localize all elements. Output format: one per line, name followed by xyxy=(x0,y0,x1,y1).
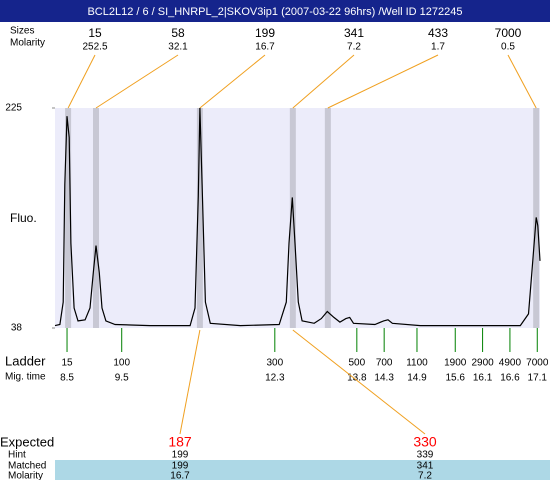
y-axis-label: Fluo. xyxy=(10,211,37,225)
expected-label: Expected xyxy=(0,434,54,449)
peak-band xyxy=(289,108,296,328)
peak-band xyxy=(324,108,331,328)
chart-title: BCL2L12 / 6 / SI_HNRPL_2|SKOV3ip1 (2007-… xyxy=(87,6,462,18)
ladder-size: 100 xyxy=(113,358,130,369)
expected-size: 330 xyxy=(413,434,437,450)
peak-size: 199 xyxy=(255,26,275,40)
ladder-size: 2900 xyxy=(471,358,494,369)
match-leader xyxy=(292,329,426,435)
peak-leader xyxy=(507,54,537,109)
ladder-mig-time: 17.1 xyxy=(528,373,548,384)
ladder-size: 15 xyxy=(61,358,73,369)
y-tick-label: 225 xyxy=(5,103,22,114)
peak-leader xyxy=(67,54,96,109)
peak-size: 341 xyxy=(344,26,364,40)
matched-size: 341 xyxy=(417,461,434,472)
peak-size: 58 xyxy=(171,26,185,40)
peak-size: 15 xyxy=(88,26,102,40)
peak-leader xyxy=(327,54,439,109)
peak-size: 433 xyxy=(428,26,448,40)
ladder-mig-time: 14.9 xyxy=(407,373,427,384)
matched-size: 199 xyxy=(172,461,189,472)
ladder-mig-time: 16.6 xyxy=(500,373,520,384)
peak-leader xyxy=(292,54,355,109)
mig-time-label: Mig. time xyxy=(5,372,46,383)
ladder-size: 300 xyxy=(266,358,283,369)
ladder-size: 1100 xyxy=(406,358,428,369)
molarity-label: Molarity xyxy=(10,38,45,49)
hint-label: Hint xyxy=(8,450,26,461)
matched-molarity: 16.7 xyxy=(170,471,190,480)
ladder-size: 7000 xyxy=(526,358,549,369)
peak-molarity: 0.5 xyxy=(501,42,515,53)
peak-molarity: 32.1 xyxy=(168,42,188,53)
ladder-mig-time: 14.3 xyxy=(374,373,394,384)
matched-background xyxy=(55,460,550,480)
peak-band xyxy=(93,108,100,328)
peak-leader xyxy=(199,54,266,109)
peak-band xyxy=(65,108,72,328)
expected-size: 187 xyxy=(168,434,192,450)
peak-molarity: 252.5 xyxy=(82,42,107,53)
trace-line xyxy=(54,107,541,327)
ladder-size: 700 xyxy=(376,358,393,369)
ladder-mig-time: 12.3 xyxy=(265,373,285,384)
molarity-row-label: Molarity xyxy=(8,471,43,480)
y-tick-label: 38 xyxy=(11,323,23,334)
ladder-mig-time: 9.5 xyxy=(115,373,129,384)
sizes-label: Sizes xyxy=(10,26,34,37)
ladder-size: 500 xyxy=(348,358,365,369)
ladder-mig-time: 16.1 xyxy=(473,373,493,384)
hint-size: 339 xyxy=(417,450,434,461)
ladder-size: 4900 xyxy=(499,358,522,369)
peak-molarity: 16.7 xyxy=(255,42,275,53)
ladder-mig-time: 13.8 xyxy=(347,373,367,384)
peak-molarity: 1.7 xyxy=(431,42,445,53)
peak-leader xyxy=(95,54,179,109)
ladder-mig-time: 8.5 xyxy=(60,373,74,384)
peak-molarity: 7.2 xyxy=(347,42,361,53)
title-bar xyxy=(0,0,550,22)
ladder-size: 1900 xyxy=(444,358,467,369)
hint-size: 199 xyxy=(172,450,189,461)
ladder-label: Ladder xyxy=(5,353,46,368)
ladder-mig-time: 15.6 xyxy=(446,373,466,384)
peak-size: 7000 xyxy=(495,26,522,40)
peak-band xyxy=(196,108,203,328)
matched-label: Matched xyxy=(8,461,46,472)
match-leader xyxy=(179,329,201,435)
matched-molarity: 7.2 xyxy=(418,471,432,480)
